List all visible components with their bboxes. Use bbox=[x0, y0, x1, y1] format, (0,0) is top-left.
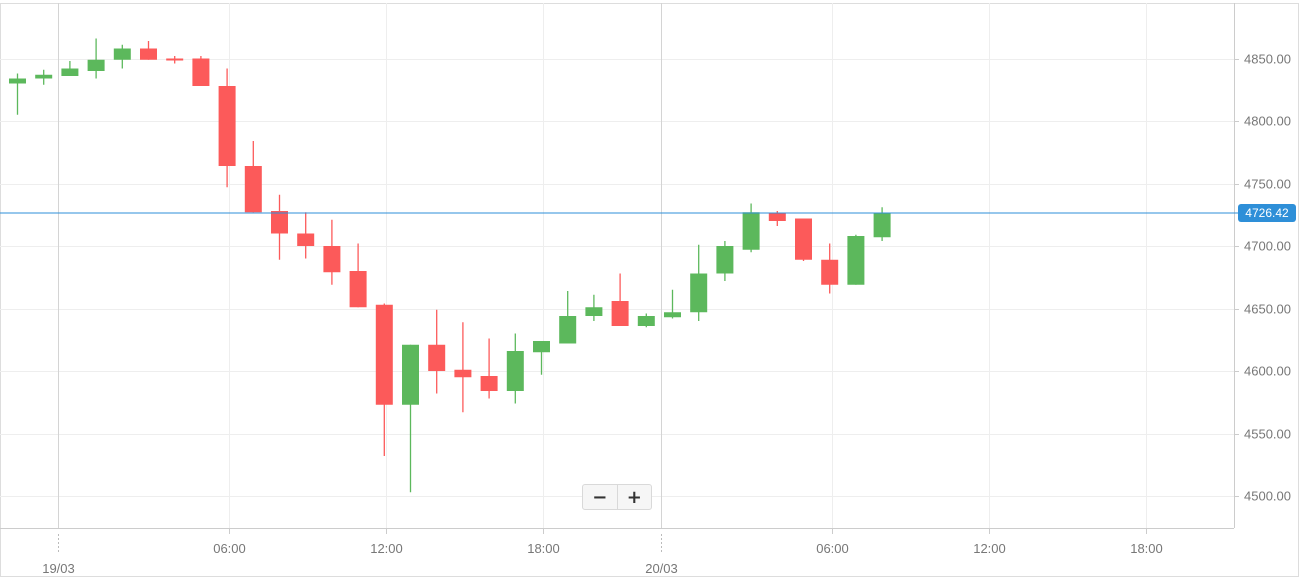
overlay-layer: 4726.42 bbox=[0, 203, 1296, 222]
candle-body bbox=[192, 58, 210, 86]
candle bbox=[218, 68, 236, 188]
candle-body bbox=[559, 316, 577, 344]
candle-body bbox=[611, 301, 629, 326]
current-price-label: 4726.42 bbox=[1245, 206, 1289, 220]
candle-body bbox=[742, 212, 760, 250]
candle-body bbox=[166, 58, 184, 61]
y-tick-label: 4500.00 bbox=[1244, 489, 1291, 504]
candle-body bbox=[690, 273, 708, 313]
candle bbox=[664, 289, 681, 319]
candle-body bbox=[113, 48, 131, 60]
x-tick-label: 12:00 bbox=[370, 541, 403, 556]
candle bbox=[166, 56, 184, 64]
candle bbox=[821, 243, 839, 294]
candle bbox=[873, 207, 891, 241]
candle bbox=[140, 41, 157, 60]
x-tick-label: 12:00 bbox=[973, 541, 1006, 556]
candle-body bbox=[428, 344, 446, 371]
candle bbox=[402, 344, 419, 493]
candle-body bbox=[402, 344, 419, 405]
candle-body bbox=[873, 213, 891, 238]
candle-body bbox=[323, 246, 341, 273]
candle bbox=[323, 219, 341, 285]
zoom-control: − + bbox=[582, 484, 652, 510]
candle-body bbox=[585, 307, 603, 316]
candle bbox=[9, 73, 26, 115]
y-tick-label: 4800.00 bbox=[1244, 114, 1291, 129]
candle-body bbox=[821, 259, 839, 285]
candle bbox=[61, 61, 79, 76]
y-tick-label: 4850.00 bbox=[1244, 52, 1291, 67]
candle bbox=[454, 322, 472, 413]
candle bbox=[375, 303, 393, 456]
candle bbox=[768, 211, 786, 226]
candle-body bbox=[297, 233, 315, 246]
candle bbox=[87, 38, 105, 79]
candle-body bbox=[664, 312, 681, 318]
candle-body bbox=[716, 246, 734, 274]
candle-body bbox=[244, 166, 262, 213]
candle bbox=[690, 244, 708, 321]
y-tick-label: 4550.00 bbox=[1244, 427, 1291, 442]
candle-body bbox=[795, 218, 812, 260]
candle bbox=[244, 141, 262, 213]
candle bbox=[506, 333, 524, 404]
candle bbox=[847, 234, 865, 285]
candle bbox=[585, 294, 603, 321]
grid-layer bbox=[0, 3, 1299, 577]
y-tick-label: 4750.00 bbox=[1244, 177, 1291, 192]
candle bbox=[795, 218, 812, 261]
candles-layer bbox=[9, 38, 891, 493]
candle-body bbox=[140, 48, 157, 60]
zoom-out-button[interactable]: − bbox=[583, 485, 617, 509]
candle bbox=[192, 56, 210, 86]
candle bbox=[611, 273, 629, 326]
candle-body bbox=[768, 213, 786, 221]
x-tick-label: 18:00 bbox=[527, 541, 560, 556]
candle bbox=[480, 338, 498, 399]
candle-body bbox=[218, 86, 236, 166]
candle bbox=[297, 212, 315, 259]
candle bbox=[428, 309, 446, 394]
candle-body bbox=[533, 341, 550, 353]
candle-body bbox=[480, 376, 498, 391]
x-tick-label: 06:00 bbox=[816, 541, 849, 556]
axis-layer: 4850.00 4800.00 4750.00 4700.00 4650.00 4600.… bbox=[0, 3, 1291, 576]
candle bbox=[113, 44, 131, 69]
y-tick-label: 4650.00 bbox=[1244, 302, 1291, 317]
candle bbox=[716, 241, 734, 281]
y-tick-label: 4600.00 bbox=[1244, 364, 1291, 379]
candle-body bbox=[35, 74, 53, 79]
candle-body bbox=[454, 369, 472, 378]
x-tick-label: 06:00 bbox=[213, 541, 246, 556]
plus-icon: + bbox=[626, 486, 642, 508]
candle-body bbox=[506, 351, 524, 391]
candle bbox=[637, 313, 655, 328]
candle bbox=[35, 69, 53, 85]
minus-icon: − bbox=[592, 486, 608, 508]
candle-body bbox=[637, 316, 655, 326]
candle bbox=[559, 291, 577, 344]
candle bbox=[349, 243, 367, 308]
candle bbox=[271, 194, 288, 260]
candle-body bbox=[349, 271, 367, 308]
candle-body bbox=[61, 68, 79, 76]
candle-body bbox=[9, 78, 26, 84]
candle-body bbox=[375, 304, 393, 405]
date-label: 20/03 bbox=[645, 561, 678, 576]
zoom-in-button[interactable]: + bbox=[616, 485, 652, 509]
candle bbox=[742, 203, 760, 253]
x-tick-label: 18:00 bbox=[1130, 541, 1163, 556]
candle-body bbox=[847, 236, 865, 285]
y-tick-label: 4700.00 bbox=[1244, 239, 1291, 254]
current-price-badge bbox=[1238, 203, 1296, 222]
candle-body bbox=[87, 59, 105, 71]
candle bbox=[533, 341, 550, 375]
candle-body bbox=[271, 211, 288, 234]
date-label: 19/03 bbox=[42, 561, 75, 576]
